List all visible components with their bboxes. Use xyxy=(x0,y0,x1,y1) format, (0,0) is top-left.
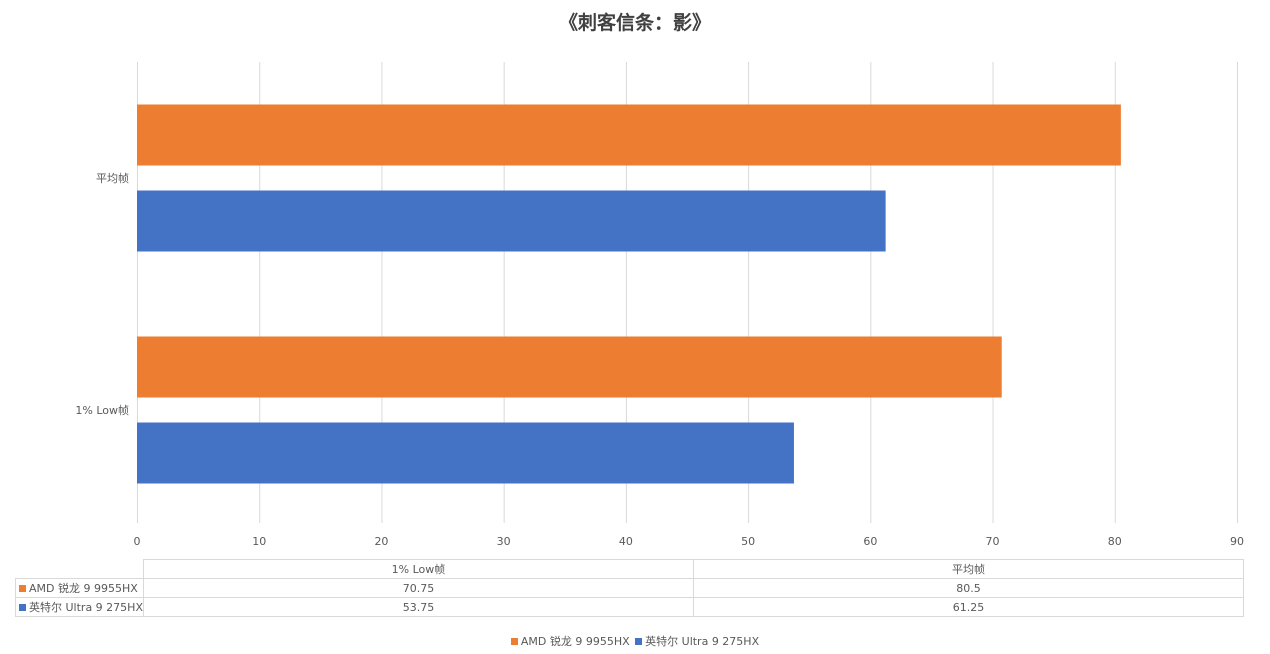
data-table-row-header: 英特尔 Ultra 9 275HX xyxy=(15,597,144,617)
x-tick-label: 90 xyxy=(1230,535,1244,548)
bar-intel xyxy=(137,422,794,484)
data-table-row: AMD 锐龙 9 9955HX 70.75 80.5 xyxy=(15,578,1244,598)
bar-amd xyxy=(137,104,1121,166)
x-tick-label: 30 xyxy=(497,535,511,548)
y-category-label: 1% Low帧 xyxy=(75,403,129,417)
legend-label: AMD 锐龙 9 9955HX xyxy=(520,635,630,648)
data-table-row-header: AMD 锐龙 9 9955HX xyxy=(15,578,144,598)
bar-amd xyxy=(137,336,1002,398)
bar-intel xyxy=(137,190,886,252)
data-table-cell: 53.75 xyxy=(142,597,694,617)
y-category-label: 平均帧 xyxy=(96,171,129,185)
data-table-row: 英特尔 Ultra 9 275HX 53.75 61.25 xyxy=(15,597,1244,617)
data-table-corner xyxy=(15,559,144,579)
data-table-col-header: 1% Low帧 xyxy=(142,559,694,579)
legend-item-amd: AMD 锐龙 9 9955HX xyxy=(510,633,630,649)
data-table-cell: 80.5 xyxy=(692,578,1244,598)
data-table-row-label: 英特尔 Ultra 9 275HX xyxy=(29,601,143,614)
intel-swatch xyxy=(19,604,26,611)
x-tick-label: 0 xyxy=(134,535,141,548)
data-table-cell: 70.75 xyxy=(142,578,694,598)
data-table-header-row: 1% Low帧 平均帧 xyxy=(15,559,1244,579)
amd-swatch xyxy=(510,638,518,645)
x-tick-label: 60 xyxy=(863,535,877,548)
intel-swatch xyxy=(635,638,643,645)
x-tick-label: 80 xyxy=(1108,535,1122,548)
data-table-cell: 61.25 xyxy=(692,597,1244,617)
data-table-col-header: 平均帧 xyxy=(692,559,1244,579)
amd-swatch xyxy=(19,585,26,592)
chart-title: 《刺客信条：影》 xyxy=(558,12,711,34)
legend-label: 英特尔 Ultra 9 275HX xyxy=(645,635,760,648)
x-tick-label: 70 xyxy=(986,535,1000,548)
x-tick-label: 10 xyxy=(252,535,266,548)
x-tick-label: 20 xyxy=(374,535,388,548)
bar-chart: 0 10 20 30 40 50 60 70 80 90 平均帧 1% Low帧 xyxy=(75,62,1244,548)
legend-item-intel: 英特尔 Ultra 9 275HX xyxy=(635,633,759,649)
legend: AMD 锐龙 9 9955HX 英特尔 Ultra 9 275HX xyxy=(0,633,1270,649)
x-tick-label: 40 xyxy=(619,535,633,548)
data-table: 1% Low帧 平均帧 AMD 锐龙 9 9955HX 70.75 80.5 英… xyxy=(15,559,1244,617)
data-table-row-label: AMD 锐龙 9 9955HX xyxy=(29,582,138,595)
x-tick-label: 50 xyxy=(741,535,755,548)
